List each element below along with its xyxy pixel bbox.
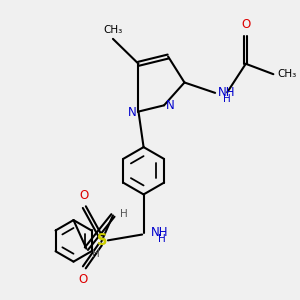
- Text: H: H: [158, 234, 166, 244]
- Text: H: H: [223, 94, 231, 104]
- Text: H: H: [120, 209, 128, 219]
- Text: CH₃: CH₃: [278, 69, 297, 79]
- Text: H: H: [92, 249, 99, 260]
- Text: O: O: [80, 189, 89, 202]
- Text: N: N: [128, 106, 137, 118]
- Text: CH₃: CH₃: [103, 25, 123, 34]
- Text: N: N: [166, 99, 174, 112]
- Text: O: O: [241, 18, 250, 32]
- Text: O: O: [78, 273, 88, 286]
- Text: S: S: [98, 233, 108, 248]
- Text: NH: NH: [218, 85, 236, 98]
- Text: NH: NH: [151, 226, 168, 239]
